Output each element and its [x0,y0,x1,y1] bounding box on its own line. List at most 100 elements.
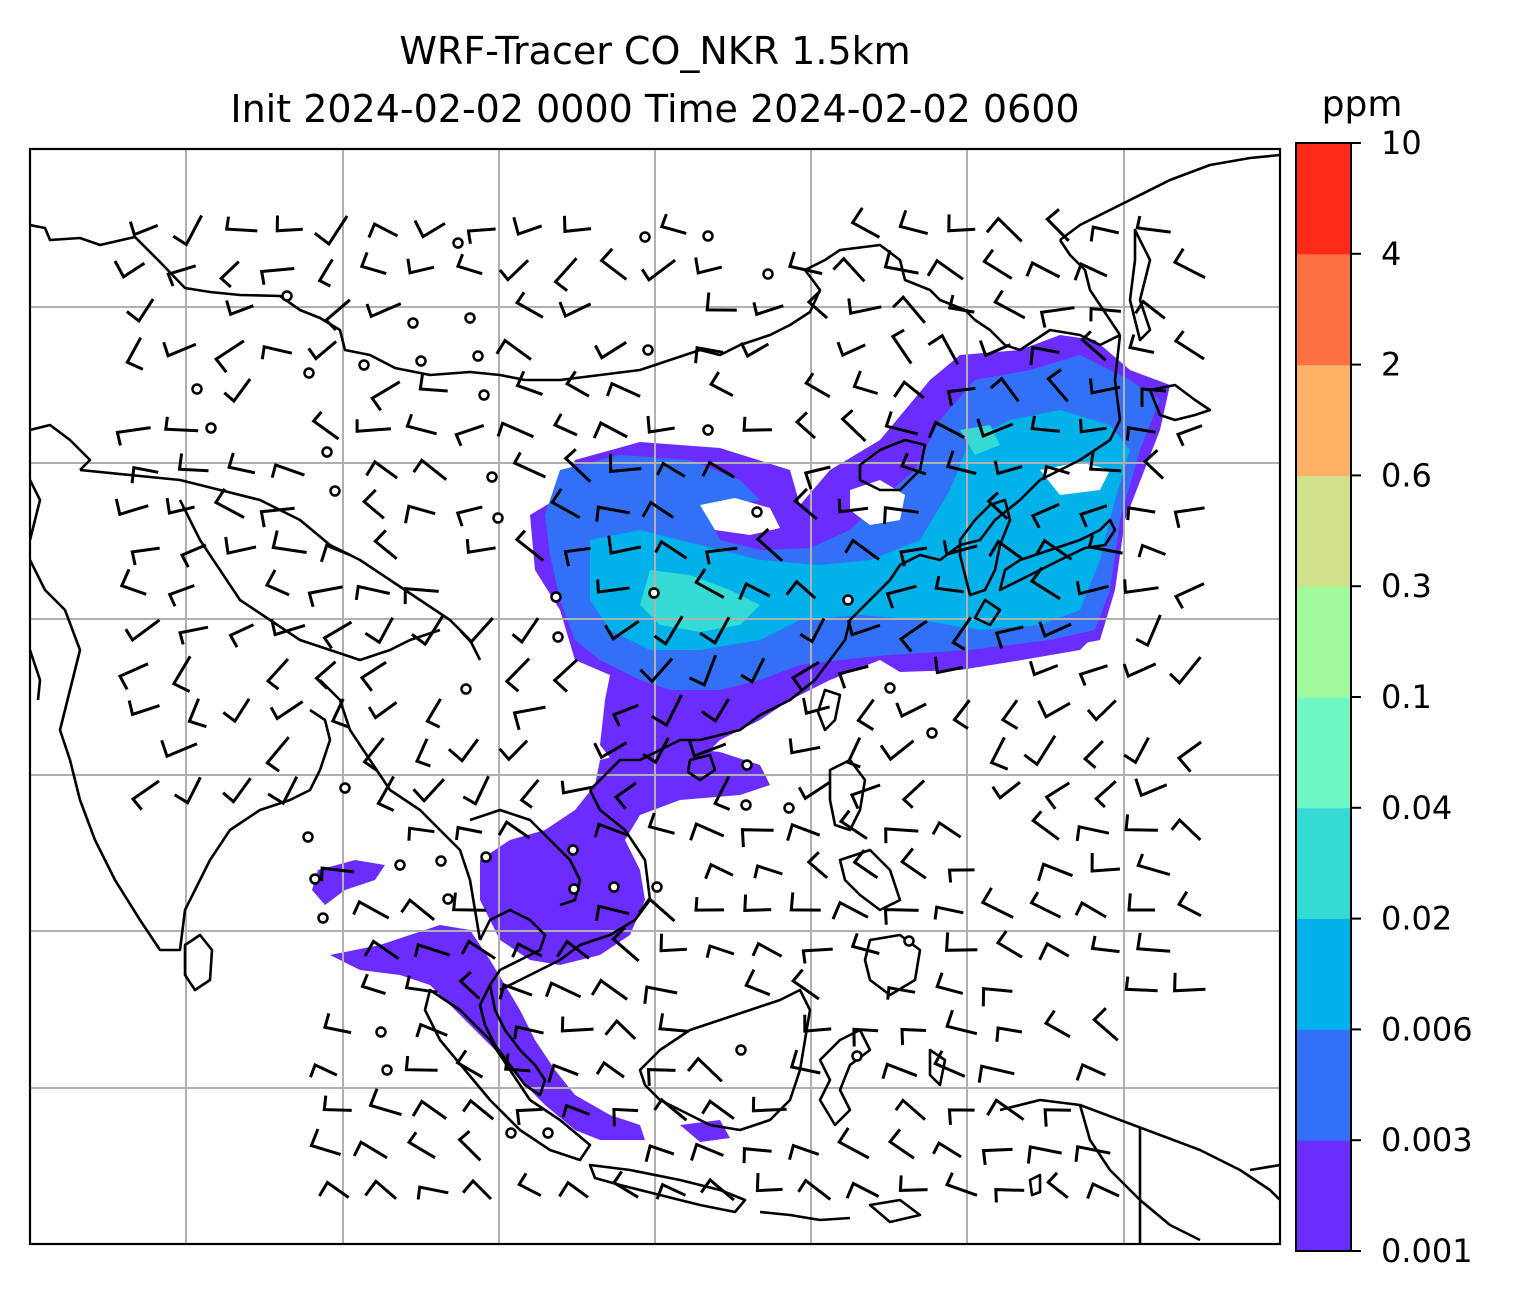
calm-circle [464,312,476,324]
wind-barb [995,1026,1023,1042]
wind-barb [128,221,159,237]
wind-barb [115,426,151,446]
wind-barb [687,739,727,758]
wind-barb [942,540,978,556]
wind-barb [360,973,386,996]
wind-barb [934,575,964,594]
wind-barb [460,939,496,960]
wind-barb [213,487,245,519]
wind-barb [1038,941,1070,961]
calm-wind-markers [191,230,938,1139]
wind-barb [852,849,879,879]
wind-barb [593,741,628,760]
wind-barb [899,847,927,880]
wind-barb [563,215,592,234]
wind-barb [1173,582,1205,610]
wind-barb [740,828,774,848]
lesser-sunda [759,1210,851,1222]
calm-circle [903,935,915,947]
wind-barb [1125,426,1156,441]
hainan [686,753,717,782]
wind-barb [1134,299,1166,320]
wind-barb [125,336,144,371]
timor [868,1198,922,1224]
map-title-line1: WRF-Tracer CO_NKR 1.5km [399,29,911,73]
wind-barb [1038,621,1072,638]
wind-barb [404,975,438,994]
wind-barb [365,459,398,480]
wind-barb [846,736,862,769]
colorbar-band [1296,475,1351,587]
wind-barb [846,619,881,637]
wind-barb [1080,330,1107,362]
wind-barb [654,539,688,560]
wind-barb [362,737,385,772]
wind-barb [832,256,866,283]
wind-barb [1135,215,1171,234]
wind-barb [753,864,783,879]
wind-barb [751,1096,787,1113]
wind-barb [986,491,1009,520]
calm-circle [702,424,714,436]
malay-peninsula [478,983,547,1097]
wind-barb [927,420,965,439]
wind-barb [935,972,964,995]
wind-barb [1079,504,1108,528]
wind-barb [1089,225,1120,242]
wind-barb [367,222,399,239]
wind-barb [806,851,829,880]
wind-barb [411,1099,448,1120]
wind-barb [222,777,252,804]
colorbar-tick-label: 0.04 [1381,789,1452,827]
wind-barb [162,341,197,358]
wind-barb [802,697,830,716]
wind-barb [511,617,540,645]
calm-circle [550,591,562,603]
wind-barb [837,498,869,514]
wind-barb [890,328,913,365]
mindanao [863,933,922,997]
wind-barb [886,985,916,1000]
wind-barb [690,1142,724,1161]
wind-barb [594,341,628,360]
wind-barb [945,1009,978,1036]
wind-barb [563,448,592,483]
bohai [858,438,927,492]
wind-barb [689,821,725,841]
colorbar-tick-label: 0.001 [1381,1232,1473,1270]
wind-barb [1127,893,1155,912]
calm-circle [321,446,333,458]
wind-barb [1079,418,1107,434]
wind-barb [1075,824,1110,842]
wind-barb [368,1088,402,1117]
wind-barb [544,981,582,999]
india-west [30,559,322,952]
wind-barb [899,546,928,567]
wind-barb [1031,810,1060,841]
wind-barb [560,780,593,795]
wind-barb [466,227,496,245]
wind-barb [599,247,628,281]
sakhalin [1128,228,1152,342]
wind-barb [330,698,350,729]
wind-barb [172,214,203,247]
wind-barb [699,616,731,645]
wind-barb [260,344,293,360]
wind-barb [642,737,670,765]
wind-barb [899,452,927,476]
calm-circle [783,802,795,814]
wind-barb [454,423,485,447]
wind-barb [560,1016,594,1033]
wind-barb [1074,900,1107,919]
colorbar-ticks: 0.001 0.003 0.006 0.02 0.04 0.1 0.3 0.6 2 4 10 [1351,124,1473,1270]
wind-barb [837,1127,870,1160]
wind-barb [1025,260,1061,279]
wind-barb [994,1188,1025,1203]
wind-barb [1173,972,1206,993]
wind-barb [498,259,530,282]
wind-barb [514,529,545,562]
wind-barb [1137,543,1167,558]
calm-circle [926,727,938,739]
calm-circle [478,389,490,401]
sri-lanka [183,933,214,992]
